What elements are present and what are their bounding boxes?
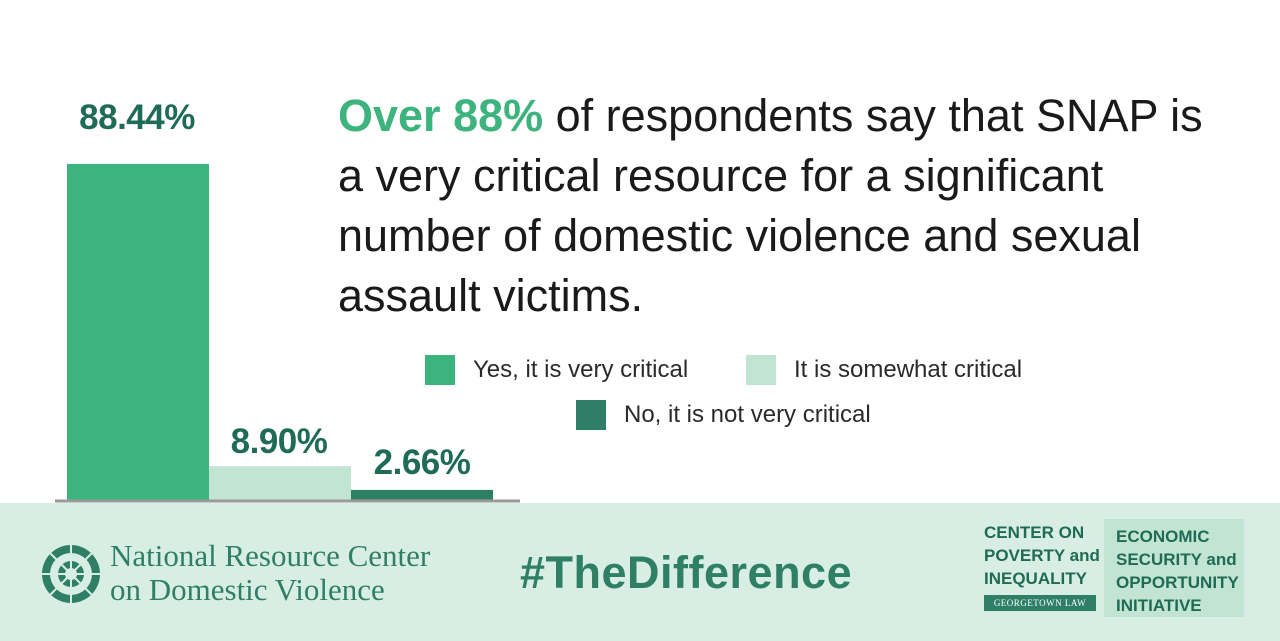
headline: Over 88% of respondents say that SNAP is… xyxy=(338,86,1218,326)
headline-text: of respondents say that SNAP is a very c… xyxy=(338,90,1203,321)
nrc-name: National Resource Center on Domestic Vio… xyxy=(110,539,430,607)
cpi-logo: CENTER ON POVERTY and INEQUALITY GEORGET… xyxy=(984,521,1102,611)
esoi-line-3: OPPORTUNITY xyxy=(1116,573,1239,592)
hashtag: #TheDifference xyxy=(520,547,853,598)
footer-band: National Resource Center on Domestic Vio… xyxy=(0,503,1280,641)
esoi-line-1: ECONOMIC xyxy=(1116,527,1210,546)
headline-highlight: Over 88% xyxy=(338,90,544,141)
esoi-line-4: INITIATIVE xyxy=(1116,596,1202,615)
bar-3 xyxy=(351,489,493,500)
legend-label-very-critical: Yes, it is very critical xyxy=(473,356,689,383)
cpi-line-3: INEQUALITY xyxy=(984,569,1087,588)
cpi-subtitle: GEORGETOWN LAW xyxy=(984,595,1096,611)
bar-value-label-2: 8.90% xyxy=(230,422,328,461)
bar-2 xyxy=(209,466,351,500)
esoi-logo: ECONOMIC SECURITY and OPPORTUNITY INITIA… xyxy=(1104,519,1244,617)
bar-chart xyxy=(55,163,520,503)
nrc-name-line-2: on Domestic Violence xyxy=(110,572,385,607)
legend-label-somewhat-critical: It is somewhat critical xyxy=(794,356,1023,383)
legend-swatch-not-critical xyxy=(576,400,606,430)
legend-swatch-very-critical xyxy=(425,355,455,385)
esoi-line-2: SECURITY and xyxy=(1116,550,1237,569)
legend-label-not-critical: No, it is not very critical xyxy=(624,401,871,428)
legend-item-very-critical: Yes, it is very critical xyxy=(425,354,688,386)
cpi-line-1: CENTER ON xyxy=(984,523,1085,542)
mosaic-circle-logo-icon xyxy=(42,545,100,603)
legend-swatch-somewhat-critical xyxy=(746,355,776,385)
legend-item-not-critical: No, it is not very critical xyxy=(576,399,871,431)
bar-value-label-1: 88.44% xyxy=(79,98,195,137)
bar-1 xyxy=(67,163,209,501)
nrc-name-line-1: National Resource Center xyxy=(110,538,431,573)
cpi-line-2: POVERTY and xyxy=(984,546,1100,565)
bar-value-label-3: 2.66% xyxy=(373,443,471,482)
legend-item-somewhat-critical: It is somewhat critical xyxy=(746,354,1022,386)
